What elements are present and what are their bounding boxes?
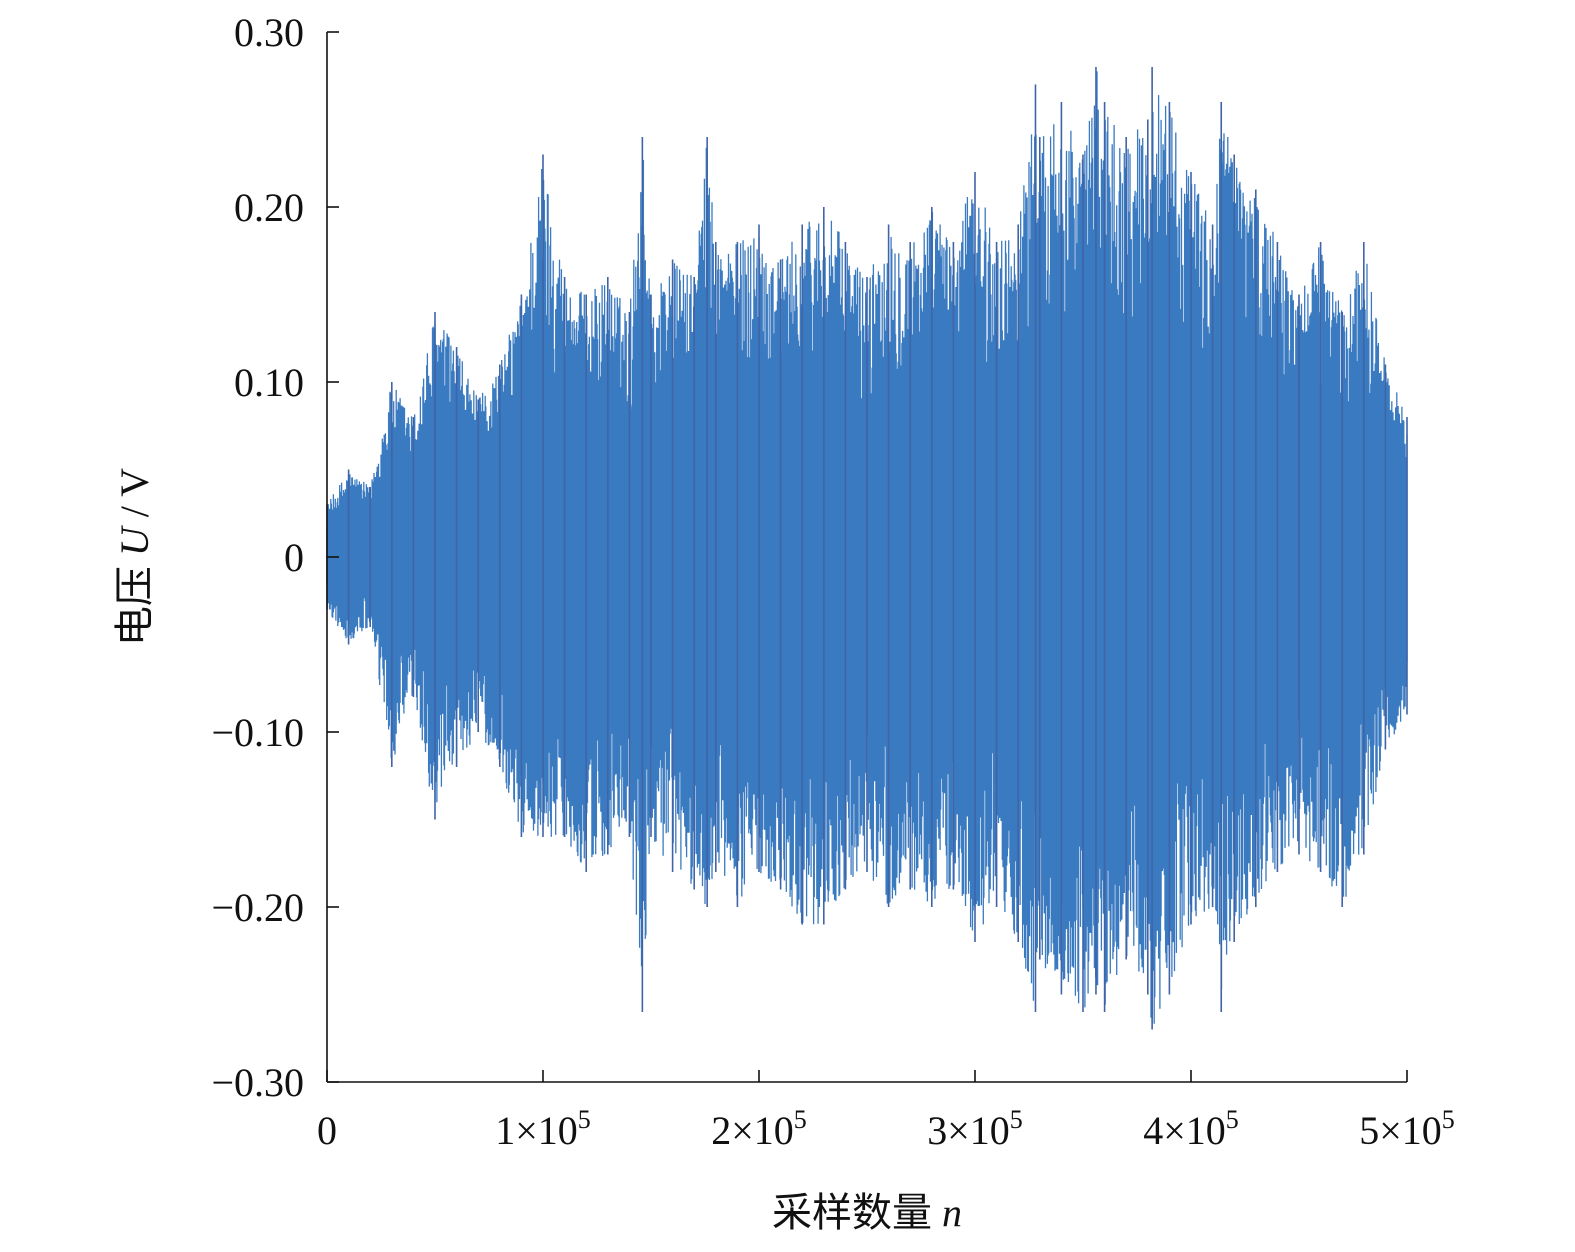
y-tick-label: −0.20 [211, 885, 304, 930]
y-tick-label: −0.30 [211, 1060, 304, 1105]
x-tick-label: 1×105 [495, 1105, 591, 1153]
y-tick-label: 0.10 [234, 360, 304, 405]
x-tick-label: 4×105 [1143, 1105, 1239, 1153]
y-tick-label: 0 [284, 535, 304, 580]
x-tick-label: 5×105 [1359, 1105, 1455, 1153]
y-tick-label: 0.20 [234, 185, 304, 230]
labels: 采样数量 n 电压 U / V [112, 468, 962, 1235]
y-tick-label: 0.30 [234, 10, 304, 55]
x-tick-label: 3×105 [927, 1105, 1023, 1153]
axes: 0.30 0.20 0.10 0 −0.10 −0.20 −0.30 0 1×105 2×105 3… [211, 10, 1454, 1153]
x-axis-label: 采样数量 n [772, 1190, 962, 1235]
x-tick-label: 0 [317, 1108, 337, 1153]
x-tick-label: 2×105 [711, 1105, 807, 1153]
y-axis-label: 电压 U / V [112, 468, 157, 646]
plot-area [326, 67, 1408, 1030]
y-tick-label: −0.10 [211, 710, 304, 755]
